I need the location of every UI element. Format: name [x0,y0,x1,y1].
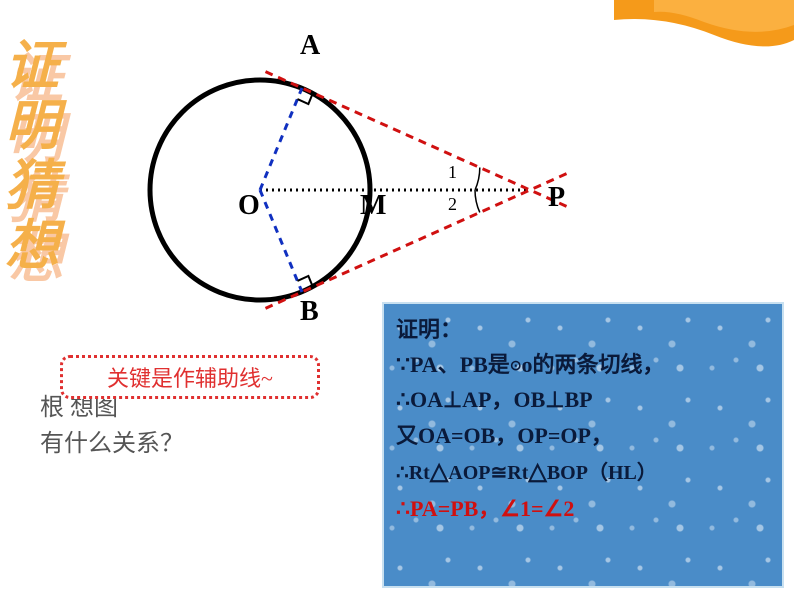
geometry-diagram: A B O P M 1 2 [120,30,590,330]
proof-line-3: 又OA=OB，OP=OP， [396,418,770,453]
label-angle-1: 1 [448,162,457,183]
question-line2: 有什么关系？ [40,426,380,462]
label-B: B [300,296,319,328]
label-A: A [300,30,320,62]
label-angle-2: 2 [448,194,457,215]
key-hint-box: 关键是作辅助线~ [60,355,320,399]
proof-box: 证明： ∵PA、PB是⊙o的两条切线， ∴OA⊥AP，OB⊥BP 又OA=OB，… [382,302,784,588]
label-P: P [548,182,565,214]
side-calligraphy: 证证 明明 猜猜 想想 [5,30,125,270]
proof-title: 证明： [396,312,770,347]
corner-decoration [614,0,794,60]
proof-line-4: ∴Rt△AOP≅Rt△BOP（HL） [396,453,770,491]
key-hint-text: 关键是作辅助线~ [107,361,273,393]
proof-line-2: ∴OA⊥AP，OB⊥BP [396,382,770,417]
proof-line-1: ∵PA、PB是⊙o的两条切线， [396,347,770,382]
label-O: O [238,190,260,222]
question-text: 根 想图 有什么关系？ [40,390,380,462]
label-M: M [360,190,386,222]
proof-line-5: ∴PA=PB，∠1=∠2 [396,491,770,526]
